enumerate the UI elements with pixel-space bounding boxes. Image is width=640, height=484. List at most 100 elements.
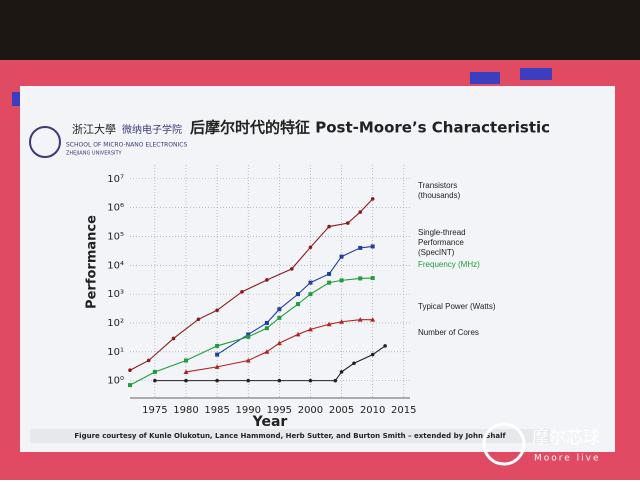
legend-entry: Typical Power (Watts) bbox=[418, 301, 496, 311]
point bbox=[358, 210, 363, 214]
point bbox=[327, 224, 331, 229]
caption-box bbox=[30, 429, 550, 443]
point bbox=[370, 244, 375, 249]
y-tick-label: 10⁷ bbox=[107, 174, 124, 185]
x-tick-label: 2000 bbox=[298, 405, 323, 416]
point bbox=[277, 307, 282, 312]
point bbox=[215, 308, 219, 313]
x-tick-label: 2005 bbox=[329, 405, 354, 416]
plot: 1975 1980 1985 1990 1995 2000 2005 2010 2015 10⁰ 1… bbox=[107, 165, 496, 416]
point bbox=[128, 383, 132, 388]
university-name-en: ZHEJIANG UNIVERSITY bbox=[66, 151, 123, 157]
y-tick-label: 10¹ bbox=[107, 347, 124, 358]
x-tick-label: 1980 bbox=[173, 405, 198, 416]
point bbox=[246, 332, 251, 337]
point bbox=[370, 276, 375, 281]
point bbox=[215, 352, 220, 357]
point bbox=[339, 319, 345, 324]
point bbox=[171, 336, 176, 341]
watermark-title: 摩尔芯球 bbox=[532, 428, 600, 448]
y-axis-label: Performance bbox=[85, 215, 100, 309]
legend-entry: Frequency (MHz) bbox=[418, 260, 480, 270]
slide-title: 后摩尔时代的特征 Post-Moore’s Characteristic bbox=[190, 119, 550, 137]
point bbox=[146, 358, 151, 363]
point bbox=[265, 278, 269, 282]
point bbox=[345, 221, 350, 225]
x-axis-label: Year bbox=[252, 414, 288, 430]
point bbox=[184, 378, 188, 383]
y-tick-label: 10⁰ bbox=[107, 376, 124, 387]
point bbox=[246, 334, 251, 339]
y-tick-label: 10⁶ bbox=[107, 203, 124, 214]
wall-block bbox=[520, 68, 552, 80]
point bbox=[277, 378, 282, 383]
point bbox=[327, 271, 332, 276]
point bbox=[296, 292, 300, 297]
point bbox=[333, 378, 338, 383]
legend-label: Typical Power (Watts) bbox=[418, 301, 496, 311]
x-tick-label: 2015 bbox=[391, 405, 416, 416]
watermark-subtitle: Moore live bbox=[534, 454, 601, 464]
x-tick-label: 1975 bbox=[142, 405, 167, 416]
point bbox=[308, 280, 313, 285]
point bbox=[184, 358, 188, 363]
legend-entry: Single-thread Performance (SpecINT) bbox=[418, 228, 466, 258]
point bbox=[339, 370, 344, 374]
point bbox=[383, 344, 387, 348]
university-logo bbox=[29, 126, 61, 158]
point bbox=[215, 378, 219, 383]
point bbox=[215, 343, 220, 348]
x-tick-label: 1985 bbox=[204, 405, 229, 416]
x-tick-label: 1990 bbox=[235, 405, 260, 416]
point bbox=[370, 317, 376, 322]
x-tick-label: 1995 bbox=[267, 405, 292, 416]
point bbox=[339, 278, 344, 283]
point bbox=[264, 326, 269, 331]
caption: Figure courtesy of Kunle Olukotun, Lance… bbox=[74, 432, 506, 440]
point bbox=[370, 352, 375, 357]
point bbox=[245, 357, 251, 363]
trend-line bbox=[216, 245, 373, 356]
point bbox=[339, 254, 344, 259]
point bbox=[152, 369, 157, 374]
point bbox=[370, 197, 375, 201]
point bbox=[358, 276, 363, 281]
legend-label: Transistors (thousands) bbox=[418, 180, 461, 200]
y-tick-label: 10³ bbox=[107, 289, 124, 300]
legend-entry: Transistors (thousands) bbox=[418, 180, 461, 200]
point bbox=[183, 369, 189, 374]
point bbox=[246, 378, 251, 383]
x-tick-label: 2010 bbox=[360, 405, 385, 416]
legend-label: Single-thread Performance (SpecINT) bbox=[418, 228, 466, 258]
point bbox=[327, 280, 332, 285]
point bbox=[196, 317, 201, 322]
legend-label: Frequency (MHz) bbox=[418, 260, 480, 270]
point bbox=[296, 302, 300, 307]
point bbox=[153, 378, 157, 383]
point bbox=[352, 361, 356, 366]
point bbox=[289, 267, 294, 271]
wall-block bbox=[470, 72, 500, 84]
school-name-en: SCHOOL OF MICRO-NANO ELECTRONICS bbox=[66, 142, 187, 149]
point bbox=[308, 292, 313, 297]
point bbox=[277, 315, 282, 320]
legend-label: Number of Cores bbox=[418, 327, 479, 337]
school-name: 微纳电子学院 bbox=[122, 123, 182, 136]
point bbox=[308, 245, 313, 250]
point bbox=[264, 349, 270, 354]
point bbox=[276, 340, 282, 346]
point bbox=[295, 331, 301, 337]
slide bbox=[20, 86, 615, 452]
point bbox=[358, 245, 363, 250]
university-name: 浙江大學 bbox=[72, 122, 116, 136]
y-tick-label: 10² bbox=[107, 318, 124, 329]
point bbox=[308, 378, 313, 383]
watermark-logo bbox=[482, 422, 526, 466]
stage-top bbox=[0, 0, 640, 60]
y-tick-label: 10⁵ bbox=[107, 231, 124, 242]
point bbox=[128, 368, 132, 373]
point bbox=[214, 364, 220, 369]
point bbox=[357, 317, 363, 322]
point bbox=[264, 320, 269, 325]
legend-entry: Number of Cores bbox=[418, 327, 479, 337]
